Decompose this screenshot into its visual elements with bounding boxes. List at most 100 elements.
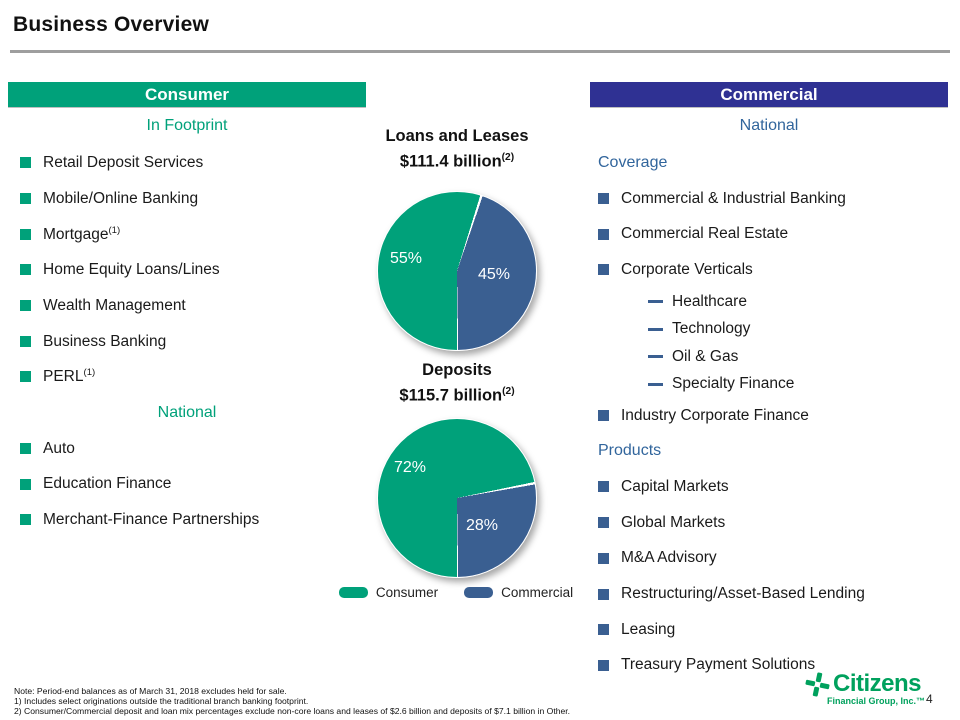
list-item-label: Merchant-Finance Partnerships: [43, 511, 260, 529]
list-item-label: Home Equity Loans/Lines: [43, 261, 220, 279]
list-item: Global Markets: [590, 505, 948, 541]
commercial-coverage-list: Commercial & Industrial Banking Commerci…: [590, 181, 948, 434]
list-item: Specialty Finance: [590, 370, 948, 398]
list-item: Oil & Gas: [590, 343, 948, 371]
square-bullet-icon: [20, 371, 31, 383]
bullet-marker-icon: [598, 517, 609, 529]
list-item-label: Commercial & Industrial Banking: [621, 189, 846, 207]
deposits-commercial-slice-label: 28%: [466, 517, 499, 534]
footnote-line: 2) Consumer/Commercial deposit and loan …: [14, 706, 571, 717]
list-item: Capital Markets: [590, 469, 948, 505]
list-item: Business Banking: [8, 323, 366, 359]
logo-name: Citizens: [832, 670, 922, 697]
list-item: Auto: [8, 431, 366, 467]
consumer-column: Consumer In Footprint Retail Deposit Ser…: [8, 82, 366, 538]
list-item: Leasing: [590, 612, 948, 648]
bullet-marker-icon: [598, 588, 609, 600]
deposits-chart-title-line2: $115.7 billion(2): [399, 385, 515, 405]
list-item: Restructuring/Asset-Based Lending: [590, 576, 948, 612]
list-item-label: Industry Corporate Finance: [621, 406, 809, 424]
square-bullet-icon: [20, 478, 31, 490]
charts-column: Loans and Leases $111.4 billion(2) 55% 4…: [346, 82, 568, 578]
square-bullet-icon: [20, 300, 31, 312]
footnote-line: 1) Includes select originations outside …: [14, 696, 309, 707]
list-item-label: Restructuring/Asset-Based Lending: [621, 585, 865, 603]
list-item-label: Specialty Finance: [672, 375, 795, 392]
commercial-heading-coverage: Coverage: [598, 153, 668, 171]
loans-commercial-slice-label: 45%: [478, 265, 511, 283]
list-item: Industry Corporate Finance: [590, 398, 948, 434]
loans-consumer-slice-label: 55%: [390, 249, 423, 267]
list-item-label: Oil & Gas: [672, 347, 739, 365]
list-item-label: PERL(1): [43, 367, 96, 386]
deposits-consumer-slice-label: 72%: [394, 459, 427, 476]
bullet-marker-icon: [598, 624, 609, 636]
legend-label: Consumer: [375, 585, 439, 600]
square-bullet-icon: [20, 157, 31, 169]
list-item-label: Commercial Real Estate: [621, 225, 789, 243]
list-item-label: Business Banking: [43, 332, 167, 350]
list-item-label: Mortgage(1): [43, 224, 121, 243]
footnote-line: Note: Period-end balances as of March 31…: [14, 686, 287, 696]
list-item-label: Capital Markets: [621, 477, 729, 495]
list-item: Mortgage(1): [8, 216, 366, 252]
list-item: Commercial Real Estate: [590, 216, 948, 252]
list-item: Treasury Payment Solutions: [590, 648, 948, 684]
list-item: Retail Deposit Services: [8, 145, 366, 181]
bullet-marker-icon: [648, 355, 663, 358]
bullet-marker-icon: [598, 659, 609, 671]
list-item: Healthcare: [590, 288, 948, 316]
commercial-column: Commercial National Coverage Commercial …: [590, 82, 948, 683]
square-bullet-icon: [20, 514, 31, 526]
consumer-in-footprint-list: Retail Deposit Services Mobile/Online Ba…: [8, 145, 366, 395]
bullet-marker-icon: [648, 382, 663, 386]
list-item-label: Treasury Payment Solutions: [621, 656, 816, 674]
square-bullet-icon: [20, 193, 31, 205]
bullet-marker-icon: [598, 228, 609, 240]
list-item-label: Corporate Verticals: [621, 260, 753, 278]
page-number: 4: [926, 692, 933, 706]
legend-item: Commercial: [464, 585, 573, 600]
bullet-marker-icon: [648, 300, 663, 303]
bullet-marker-icon: [598, 193, 609, 205]
chart-legend: Consumer Commercial: [316, 585, 596, 600]
title-divider: [10, 50, 950, 53]
footnotes: Note: Period-end balances as of March 31…: [14, 686, 714, 717]
bullet-marker-icon: [598, 264, 609, 276]
bullet-marker-icon: [598, 481, 609, 493]
citizens-logo: Citizens Financial Group, Inc.™: [778, 670, 948, 706]
list-item: Mobile/Online Banking: [8, 181, 366, 217]
loans-pie-chart: 55% 45%: [377, 190, 537, 351]
consumer-header-bar: Consumer: [8, 82, 366, 107]
commercial-heading-products: Products: [598, 442, 662, 460]
square-bullet-icon: [20, 228, 31, 240]
consumer-heading-national: National: [157, 403, 217, 421]
commercial-header-bar: Commercial: [590, 82, 948, 107]
list-item: M&A Advisory: [590, 541, 948, 577]
deposits-chart-title: Deposits $115.7 billion(2): [346, 360, 568, 407]
page-title: Business Overview: [13, 13, 209, 36]
list-item-label: Technology: [672, 320, 751, 337]
list-item: Commercial & Industrial Banking: [590, 181, 948, 217]
square-bullet-icon: [20, 264, 31, 276]
list-item-label: Leasing: [621, 620, 676, 638]
legend-swatch-icon: [464, 587, 494, 598]
loans-chart-title-line2: $111.4 billion(2): [399, 152, 515, 171]
bullet-marker-icon: [598, 552, 609, 564]
list-item-label: Healthcare: [672, 292, 747, 310]
list-item-label: Education Finance: [43, 475, 172, 493]
logo-subtitle: Financial Group, Inc.™: [826, 696, 925, 706]
list-item-label: Wealth Management: [43, 297, 186, 315]
list-item: Technology: [590, 315, 948, 343]
consumer-heading-in-footprint: In Footprint: [146, 117, 228, 134]
commercial-heading-national: National: [739, 117, 799, 134]
deposits-chart-title-line1: Deposits: [422, 360, 492, 379]
legend-swatch-icon: [338, 587, 368, 598]
bullet-marker-icon: [648, 327, 663, 331]
consumer-national-list: Auto Education Finance Merchant-Finance …: [8, 431, 366, 538]
loans-chart-title-line1: Loans and Leases: [385, 127, 529, 145]
list-item-label: Mobile/Online Banking: [43, 190, 199, 208]
list-item: Home Equity Loans/Lines: [8, 252, 366, 288]
bullet-marker-icon: [598, 410, 609, 422]
deposits-pie-chart: 72% 28%: [377, 418, 537, 578]
